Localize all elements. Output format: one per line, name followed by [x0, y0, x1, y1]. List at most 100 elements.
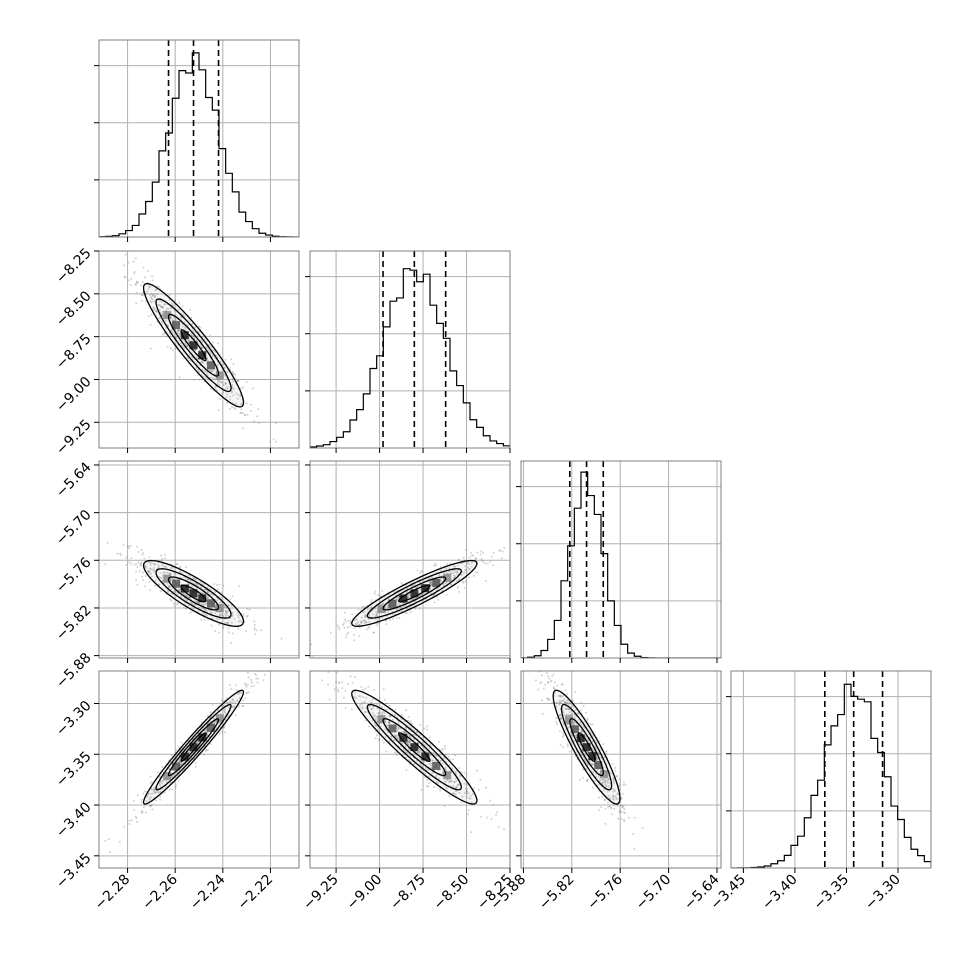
- scatter-point: [230, 358, 233, 361]
- scatter-point: [405, 709, 408, 712]
- scatter-point: [612, 790, 615, 793]
- scatter-point: [562, 709, 565, 712]
- scatter-point: [632, 832, 635, 835]
- scatter-point: [147, 315, 150, 318]
- scatter-point: [430, 581, 433, 584]
- scatter-point: [624, 783, 627, 786]
- scatter-point: [226, 387, 229, 390]
- scatter-point: [379, 711, 382, 714]
- scatter-point: [150, 803, 153, 806]
- contour-level: [569, 718, 604, 777]
- scatter-point: [145, 566, 148, 569]
- scatter-point: [179, 763, 182, 766]
- scatter-point: [405, 612, 408, 615]
- scatter-point: [430, 582, 433, 585]
- scatter-point: [337, 690, 340, 693]
- scatter-point: [218, 623, 221, 626]
- scatter-point: [596, 757, 599, 760]
- scatter-point: [135, 281, 138, 284]
- scatter-point: [374, 717, 377, 720]
- scatter-point: [186, 578, 189, 581]
- scatter-point: [158, 791, 161, 794]
- scatter-point: [177, 602, 180, 605]
- scatter-point: [228, 683, 231, 686]
- scatter-point: [226, 401, 229, 404]
- panel-frame: [520, 670, 722, 869]
- scatter-point: [431, 759, 434, 762]
- scatter-point: [193, 604, 196, 607]
- histogram-step: [731, 683, 931, 868]
- scatter-point: [561, 720, 564, 723]
- scatter-point: [162, 306, 165, 309]
- scatter-point: [219, 380, 222, 383]
- scatter-point: [225, 612, 228, 615]
- scatter-point: [159, 304, 162, 307]
- scatter-point: [350, 708, 353, 711]
- y-tick-label: −5.64: [53, 459, 95, 501]
- scatter-point: [409, 610, 412, 613]
- scatter-point: [338, 628, 341, 631]
- scatter-point: [219, 381, 222, 384]
- scatter-point: [227, 604, 230, 607]
- scatter-point: [470, 554, 473, 557]
- scatter-point: [155, 799, 158, 802]
- scatter-point: [399, 607, 402, 610]
- scatter-point: [455, 770, 458, 773]
- scatter-point: [460, 562, 463, 565]
- scatter-point: [420, 593, 423, 596]
- contour-level: [366, 703, 462, 791]
- scatter-point: [219, 614, 222, 617]
- scatter-point: [136, 281, 139, 284]
- scatter-point: [173, 590, 176, 593]
- scatter-point: [151, 792, 154, 795]
- scatter-point: [199, 581, 202, 584]
- scatter-point: [226, 393, 229, 396]
- scatter-point: [397, 728, 400, 731]
- scatter-point: [492, 564, 495, 567]
- scatter-point: [458, 791, 461, 794]
- scatter-point: [490, 555, 493, 558]
- scatter-point: [566, 745, 569, 748]
- contour-level: [366, 568, 462, 619]
- scatter-point: [599, 806, 602, 809]
- scatter-point: [239, 411, 242, 414]
- scatter-point: [149, 347, 152, 350]
- scatter-point: [149, 589, 152, 592]
- scatter-point: [206, 748, 209, 751]
- scatter-point: [212, 377, 215, 380]
- scatter-point: [564, 701, 567, 704]
- scatter-point: [238, 692, 241, 695]
- scatter-point: [240, 387, 243, 390]
- scatter-point: [225, 610, 228, 613]
- scatter-point: [176, 330, 179, 333]
- scatter-point: [224, 718, 227, 721]
- scatter-point: [387, 721, 390, 724]
- scatter-point: [428, 762, 431, 765]
- scatter-point: [481, 560, 484, 563]
- scatter-point: [364, 614, 367, 617]
- scatter-point: [190, 334, 193, 337]
- scatter-point: [192, 607, 195, 610]
- scatter-point: [218, 379, 221, 382]
- density-cell: [576, 734, 585, 743]
- density-cell: [582, 743, 591, 752]
- scatter-point: [134, 257, 137, 260]
- scatter-point: [275, 440, 278, 443]
- scatter-point: [183, 321, 186, 324]
- scatter-point: [560, 683, 563, 686]
- scatter-point: [558, 701, 561, 704]
- scatter-point: [167, 324, 170, 327]
- scatter-point: [402, 749, 405, 752]
- scatter-point: [143, 276, 146, 279]
- scatter-point: [139, 563, 142, 566]
- scatter-point: [189, 308, 192, 311]
- scatter-point: [327, 660, 329, 662]
- scatter-point: [611, 794, 614, 797]
- scatter-point: [480, 815, 483, 818]
- scatter-point: [147, 269, 150, 272]
- scatter-point: [153, 295, 156, 298]
- scatter-point: [243, 413, 246, 416]
- scatter-point: [405, 608, 408, 611]
- scatter-point: [399, 606, 402, 609]
- scatter-point: [367, 618, 370, 621]
